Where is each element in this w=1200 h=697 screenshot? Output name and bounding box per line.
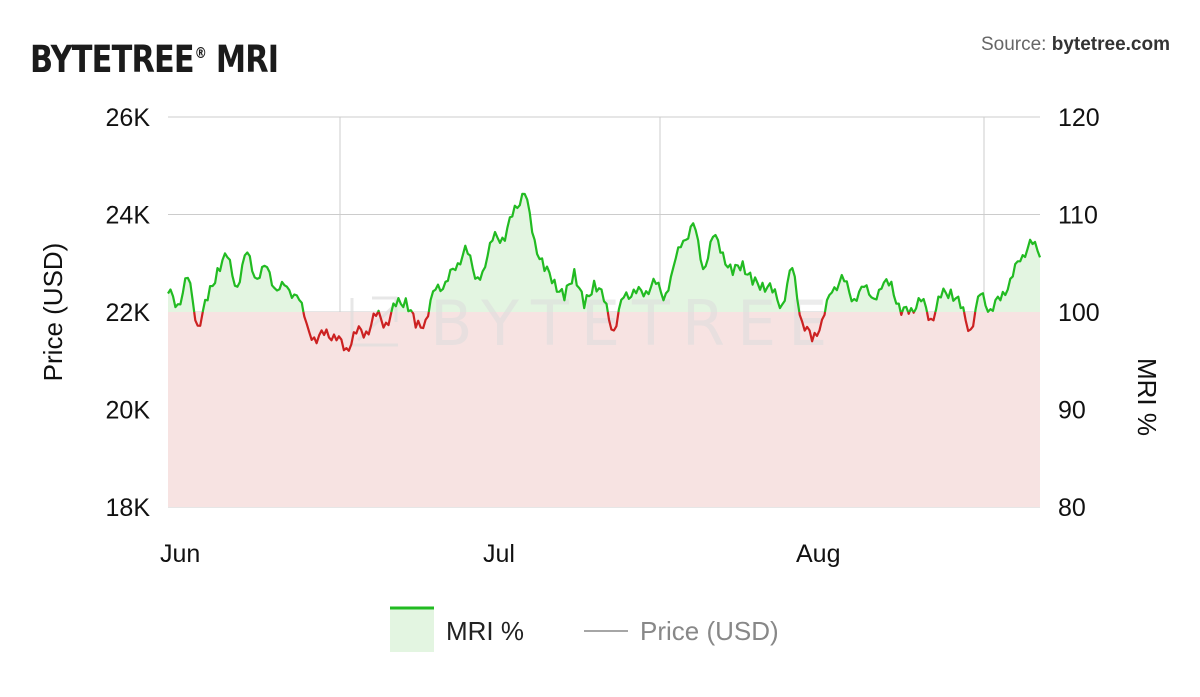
- source-label: Source:: [980, 34, 1052, 55]
- mri-line-below: [925, 311, 937, 322]
- chart-title: BYTETREE® MRI: [30, 38, 279, 81]
- left-axis-tick-label: 24K: [106, 202, 151, 230]
- above-baseline-fill: [618, 223, 800, 312]
- above-baseline-fill-group: [168, 193, 1040, 312]
- left-axis-title: Price (USD): [38, 243, 68, 382]
- legend-mri-label: MRI %: [446, 616, 524, 646]
- right-axis-tick-label: 80: [1058, 494, 1086, 522]
- right-axis-title: MRI %: [1132, 358, 1162, 436]
- right-axis-tick-label: 100: [1058, 299, 1100, 327]
- mri-line-below: [963, 311, 977, 333]
- registered-mark: ®: [194, 44, 207, 62]
- mri-line-above: [934, 287, 966, 313]
- source-credit: Source: bytetree.com: [981, 34, 1170, 56]
- mri-line-below: [899, 311, 904, 316]
- above-baseline-fill: [975, 239, 1040, 312]
- mri-line-group: [167, 192, 1042, 352]
- mri-line-above: [974, 238, 1042, 313]
- mri-line-below: [193, 311, 204, 327]
- left-axis-tick-label: 20K: [106, 397, 151, 425]
- mri-line-below: [377, 311, 393, 329]
- brand-suffix: MRI: [206, 38, 279, 81]
- mri-line-above: [390, 297, 413, 313]
- x-axis-tick-label: Jun: [160, 540, 200, 568]
- x-axis-tick-label: Jul: [483, 540, 515, 568]
- mri-line-below: [411, 311, 430, 330]
- source-link[interactable]: bytetree.com: [1051, 34, 1170, 55]
- left-axis-tick-label: 18K: [106, 494, 151, 522]
- legend: MRI % Price (USD): [390, 606, 779, 652]
- mri-line-below: [912, 311, 916, 314]
- right-axis-tick-label: 120: [1058, 104, 1100, 132]
- legend-price-label: Price (USD): [640, 616, 779, 646]
- mri-line-above: [823, 273, 902, 313]
- mri-line-above: [913, 297, 929, 313]
- mri-line-above: [908, 307, 915, 313]
- mri-line-above: [167, 276, 196, 313]
- mri-line-below: [302, 311, 379, 352]
- below-baseline-area: [168, 312, 1040, 507]
- right-axis-tick-label: 90: [1058, 397, 1086, 425]
- left-axis-tick-label: 26K: [106, 104, 151, 132]
- mri-line-above: [377, 309, 380, 313]
- left-axis-tick-label: 22K: [106, 299, 151, 327]
- brand-name: BYTETREE: [30, 38, 195, 81]
- x-axis-tick-label: Aug: [796, 540, 840, 568]
- mri-line-above: [427, 192, 609, 313]
- above-baseline-fill: [428, 193, 608, 312]
- mri-line-above: [617, 222, 801, 313]
- mri-line-below: [606, 311, 620, 332]
- mri-line-above: [901, 305, 910, 313]
- mri-line-below: [798, 311, 827, 343]
- above-baseline-fill: [202, 252, 304, 312]
- mri-line-below: [907, 311, 911, 315]
- above-baseline-fill: [825, 275, 901, 312]
- mri-line-above: [201, 251, 305, 313]
- legend-mri-swatch: [390, 608, 434, 652]
- right-axis-tick-label: 110: [1058, 202, 1098, 230]
